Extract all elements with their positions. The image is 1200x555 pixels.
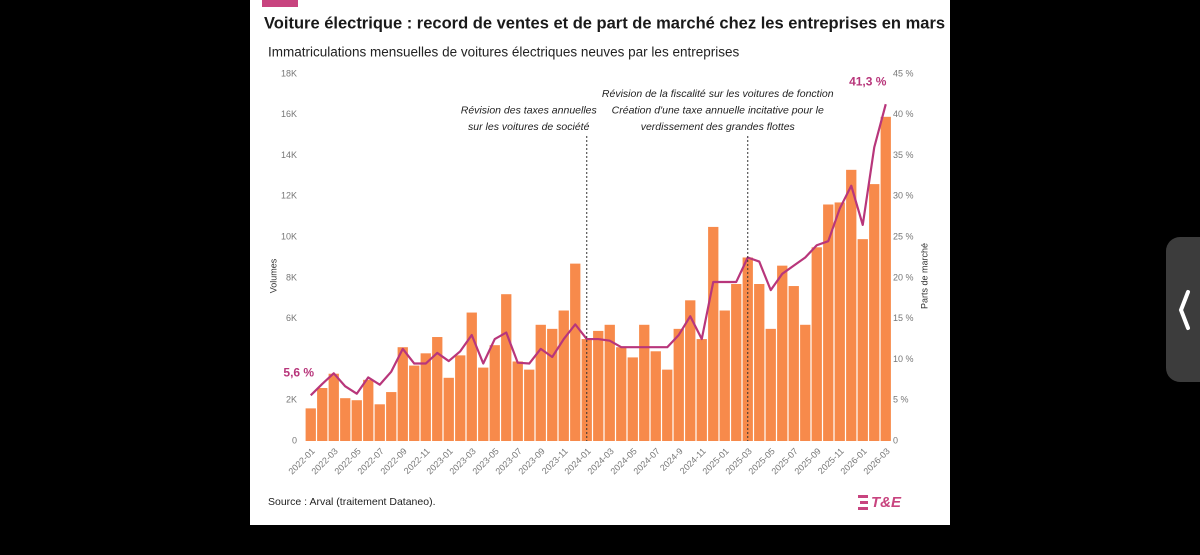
- bar: [386, 392, 397, 441]
- logo-icon: [858, 495, 868, 510]
- bar: [455, 355, 466, 441]
- bar: [443, 377, 454, 441]
- y2-tick-label: 20 %: [893, 272, 914, 282]
- chevron: [1178, 290, 1190, 330]
- bar: [305, 408, 316, 441]
- y-tick-label: 14K: [281, 150, 297, 160]
- y2-tick-label: 15 %: [893, 313, 914, 323]
- bar: [593, 330, 604, 441]
- bar: [673, 328, 684, 441]
- bar: [547, 328, 558, 441]
- bar: [857, 239, 868, 441]
- bar: [834, 202, 845, 441]
- y-tick-label: 2K: [286, 395, 297, 405]
- bar: [328, 373, 339, 441]
- bar: [765, 328, 776, 441]
- bar: [524, 369, 535, 441]
- bar: [432, 337, 443, 441]
- logo: T&E: [871, 494, 902, 511]
- y-tick-label: 0: [292, 435, 297, 445]
- bar: [685, 300, 696, 441]
- bar: [777, 265, 788, 441]
- bar: [800, 324, 811, 441]
- value-label: 5,6 %: [283, 366, 314, 380]
- y2-tick-label: 5 %: [893, 395, 909, 405]
- bar: [616, 347, 627, 441]
- y2-tick-label: 30 %: [893, 191, 914, 201]
- bar: [374, 404, 385, 441]
- bar: [662, 369, 673, 441]
- bar: [880, 116, 891, 442]
- y2-tick-label: 45 %: [893, 68, 914, 78]
- bar: [363, 379, 374, 441]
- bar: [639, 324, 650, 441]
- bar: [478, 367, 489, 441]
- chart-subtitle: Immatriculations mensuelles de voitures …: [268, 45, 739, 60]
- bar: [627, 357, 638, 441]
- bar: [466, 312, 477, 441]
- chart-title: Voiture électrique : record de ventes et…: [264, 14, 945, 32]
- bar: [846, 169, 857, 442]
- y2-tick-label: 25 %: [893, 231, 914, 241]
- bar: [788, 286, 799, 441]
- bar: [719, 310, 730, 441]
- bar: [604, 324, 615, 441]
- y-tick-label: 6K: [286, 313, 297, 323]
- bar: [535, 324, 546, 441]
- bar: [340, 398, 351, 441]
- y-tick-label: 10K: [281, 231, 297, 241]
- y2-axis-label: Parts de marché: [919, 243, 929, 309]
- bar: [409, 365, 420, 441]
- marker-text: verdissement des grandes flottes: [641, 121, 796, 133]
- y-tick-label: 16K: [281, 109, 297, 119]
- bar: [420, 353, 431, 441]
- y2-tick-label: 35 %: [893, 150, 914, 160]
- y2-tick-label: 40 %: [893, 109, 914, 119]
- y2-tick-label: 10 %: [893, 354, 914, 364]
- bar: [754, 284, 765, 441]
- bar: [811, 247, 822, 441]
- marker-text: Révision des taxes annuelles: [461, 104, 598, 116]
- y-axis-label: Volumes: [268, 258, 278, 293]
- bar: [823, 204, 834, 441]
- bar: [558, 310, 569, 441]
- bar: [501, 294, 512, 441]
- bar: [317, 387, 328, 441]
- y-tick-label: 12K: [281, 191, 297, 201]
- bar: [512, 361, 523, 441]
- bar: [351, 400, 362, 441]
- value-label: 41,3 %: [849, 74, 887, 88]
- bar: [696, 339, 707, 441]
- marker-text: Révision de la fiscalité sur les voiture…: [602, 88, 834, 100]
- bar: [570, 263, 581, 441]
- bar: [650, 351, 661, 441]
- bar: [489, 345, 500, 441]
- y-tick-label: 18K: [281, 68, 297, 78]
- accent: [262, 0, 298, 7]
- marker-text: sur les voitures de société: [468, 121, 590, 133]
- bar: [869, 184, 880, 441]
- bar: [731, 284, 742, 441]
- bar: [708, 226, 719, 441]
- source: Source : Arval (traitement Dataneo).: [268, 496, 436, 508]
- bar: [397, 347, 408, 441]
- share-line: [309, 103, 887, 397]
- y2-tick-label: 0: [893, 435, 898, 445]
- marker-text: Création d'une taxe annuelle incitative …: [612, 104, 824, 116]
- y-tick-label: 8K: [286, 272, 297, 282]
- bar: [581, 339, 592, 441]
